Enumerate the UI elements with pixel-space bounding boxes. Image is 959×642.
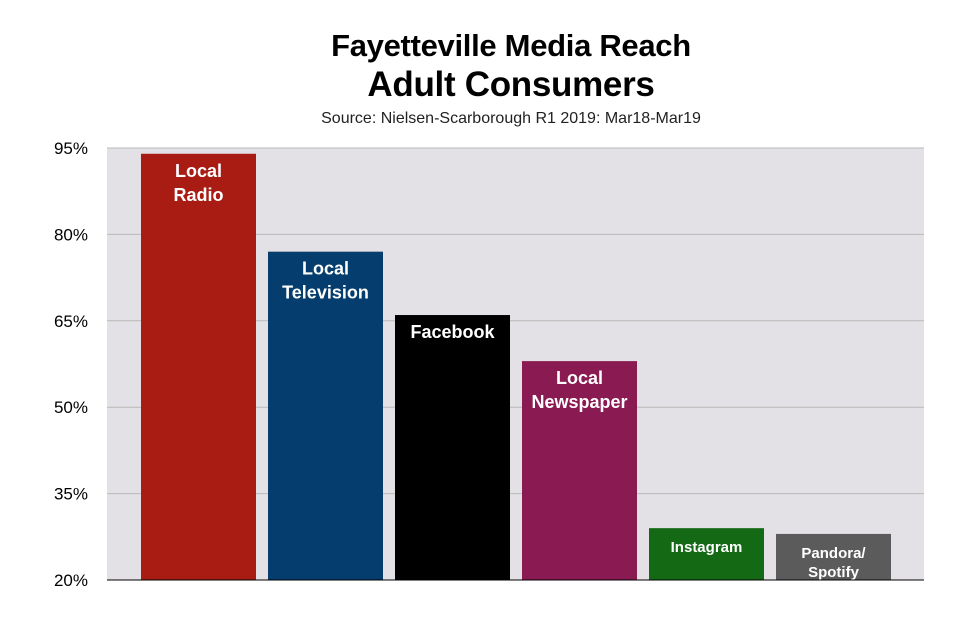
bar [522, 361, 637, 580]
bar-label: Facebook [410, 322, 495, 342]
bar [649, 528, 764, 580]
bars: Local Radio Local Television Facebook Local Ne… [141, 153, 891, 581]
y-tick-label: 65% [54, 312, 88, 331]
y-tick-label: 95% [54, 139, 88, 158]
bar-label: Radio [173, 185, 223, 205]
bar-label: Spotify [808, 564, 859, 581]
y-axis-ticks: 95% 80% 65% 50% 35% 20% [54, 139, 88, 590]
bar-label: Pandora/ [801, 545, 866, 562]
bar-group: Instagram [649, 528, 764, 580]
bar [776, 533, 891, 580]
bar-label: Local [556, 368, 603, 388]
chart-title-block: Fayetteville Media Reach Adult Consumers… [0, 28, 959, 130]
y-tick-label: 50% [54, 398, 88, 417]
bar-group: Pandora/Spotify [776, 533, 891, 581]
bar-group: Local Radio [141, 153, 256, 580]
bar-label: Newspaper [531, 392, 627, 412]
y-tick-label: 20% [54, 571, 88, 590]
bar [268, 251, 383, 580]
bar [395, 315, 510, 580]
bar [141, 153, 256, 580]
bar-label: Television [282, 283, 369, 303]
bar-label: Local [175, 161, 222, 181]
y-tick-label: 80% [54, 225, 88, 244]
bar-label: Local [302, 259, 349, 279]
bar-group: Facebook [395, 315, 510, 580]
chart-source: Source: Nielsen-Scarborough R1 2019: Mar… [321, 110, 701, 127]
chart-subtitle: Adult Consumers [367, 65, 655, 104]
bar-label: Instagram [671, 539, 743, 556]
bar-group: Local Newspaper [522, 361, 637, 580]
y-tick-label: 35% [54, 485, 88, 504]
bar-group: Local Television [268, 251, 383, 580]
chart-title: Fayetteville Media Reach [331, 28, 691, 63]
